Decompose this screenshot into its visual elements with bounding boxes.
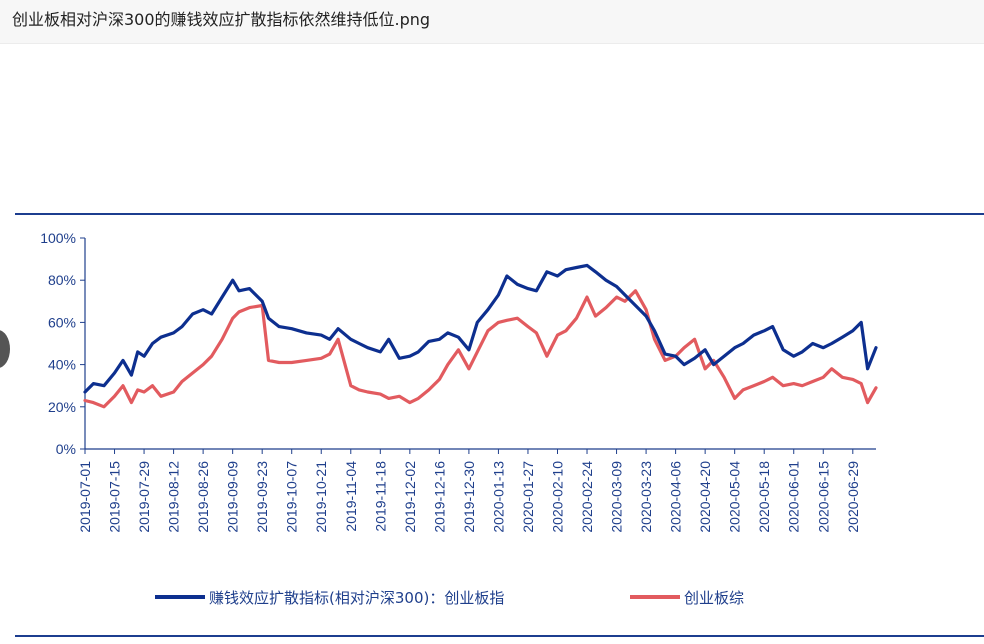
- y-tick-label: 60%: [48, 314, 76, 330]
- side-scroll-handle[interactable]: [0, 330, 10, 368]
- x-tick-label: 2020-05-04: [727, 461, 743, 533]
- x-tick-label: 2019-11-04: [343, 461, 359, 532]
- series-layer: [83, 263, 878, 409]
- x-tick-label: 2020-06-01: [786, 461, 802, 533]
- series-line-red: [83, 289, 878, 409]
- x-tick-label: 2020-06-15: [815, 461, 831, 533]
- x-tick-label: 2020-02-10: [549, 461, 565, 533]
- x-tick-label: 2019-08-26: [195, 461, 211, 533]
- x-tick-label: 2019-10-07: [284, 461, 300, 533]
- legend: 赚钱效应扩散指标(相对沪深300)：创业板指 创业板综: [155, 589, 744, 607]
- y-tick-label: 20%: [48, 399, 76, 415]
- x-tick-label: 2019-12-16: [431, 461, 447, 533]
- y-axis: 0% 20% 40% 60% 80% 100%: [40, 230, 86, 457]
- x-tick-label: 2019-07-29: [136, 461, 152, 533]
- window-title: 创业板相对沪深300的赚钱效应扩散指标依然维持低位.png: [12, 10, 431, 29]
- x-tick-label: 2019-11-18: [372, 461, 388, 532]
- x-tick-label: 2019-12-30: [461, 461, 477, 533]
- x-tick-label: 2019-10-21: [313, 461, 329, 533]
- x-tick-label: 2020-04-20: [697, 461, 713, 533]
- x-tick-label: 2019-09-09: [225, 461, 241, 533]
- line-chart: 0%20%40%60%80%100% 2019-07-01 2019-07-15 2…: [15, 213, 984, 637]
- window-title-bar: 创业板相对沪深300的赚钱效应扩散指标依然维持低位.png: [0, 0, 984, 44]
- x-tick-label: 2020-06-29: [845, 461, 861, 533]
- legend-label: 创业板综: [684, 589, 744, 607]
- y-tick-label: 80%: [48, 272, 76, 288]
- x-tick-label: 2019-07-15: [107, 461, 123, 533]
- x-tick-label: 2020-02-24: [579, 461, 595, 533]
- x-tick-label: 2020-01-27: [520, 461, 536, 533]
- x-tick-label: 2020-04-06: [668, 461, 684, 533]
- y-tick-label: 40%: [48, 357, 76, 373]
- x-tick-label: 2019-08-12: [166, 461, 182, 533]
- series-line-blue: [83, 263, 878, 394]
- x-tick-label: 2019-12-02: [402, 461, 418, 533]
- x-tick-label: 2020-01-13: [490, 461, 506, 533]
- x-axis: 2019-07-01 2019-07-15 2019-07-29 2019-08-12…: [77, 448, 876, 533]
- y-tick-label: 0%: [56, 441, 76, 457]
- x-tick-label: 2020-03-23: [638, 461, 654, 533]
- x-tick-label: 2019-09-23: [254, 461, 270, 533]
- x-tick-label: 2020-05-18: [756, 461, 772, 533]
- x-tick-label: 2020-03-09: [609, 461, 625, 533]
- x-tick-label: 2019-07-01: [77, 461, 93, 533]
- y-tick-label: 100%: [40, 230, 76, 246]
- legend-label: 赚钱效应扩散指标(相对沪深300)：创业板指: [209, 589, 504, 607]
